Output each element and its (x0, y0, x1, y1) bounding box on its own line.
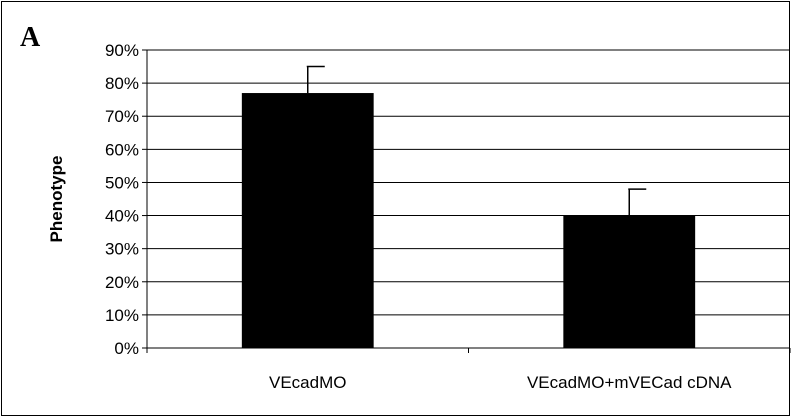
y-tick-label: 50% (105, 173, 139, 192)
y-tick-label: 0% (114, 339, 139, 358)
y-tick-label: 60% (105, 140, 139, 159)
error-bars (306, 65, 647, 216)
y-tick-label: 90% (105, 41, 139, 60)
y-tick-label: 10% (105, 306, 139, 325)
x-category-label: VEcadMO (269, 373, 346, 392)
labels: 0% 10% 20% 30% 40% 50% 60% 70% 80% 90% VEcadMO VEca… (47, 41, 732, 392)
bar (241, 93, 374, 349)
axes (142, 49, 791, 353)
y-axis-title: Phenotype (47, 156, 66, 243)
bars (241, 93, 696, 349)
y-tick-label: 30% (105, 240, 139, 259)
y-tick-label: 20% (105, 273, 139, 292)
bar (563, 215, 696, 348)
panel-label: A (20, 22, 41, 53)
y-tick-label: 40% (105, 207, 139, 226)
y-tick-label: 70% (105, 107, 139, 126)
y-tick-label: 80% (105, 74, 139, 93)
x-category-label: VEcadMO+mVECad cDNA (527, 373, 732, 392)
